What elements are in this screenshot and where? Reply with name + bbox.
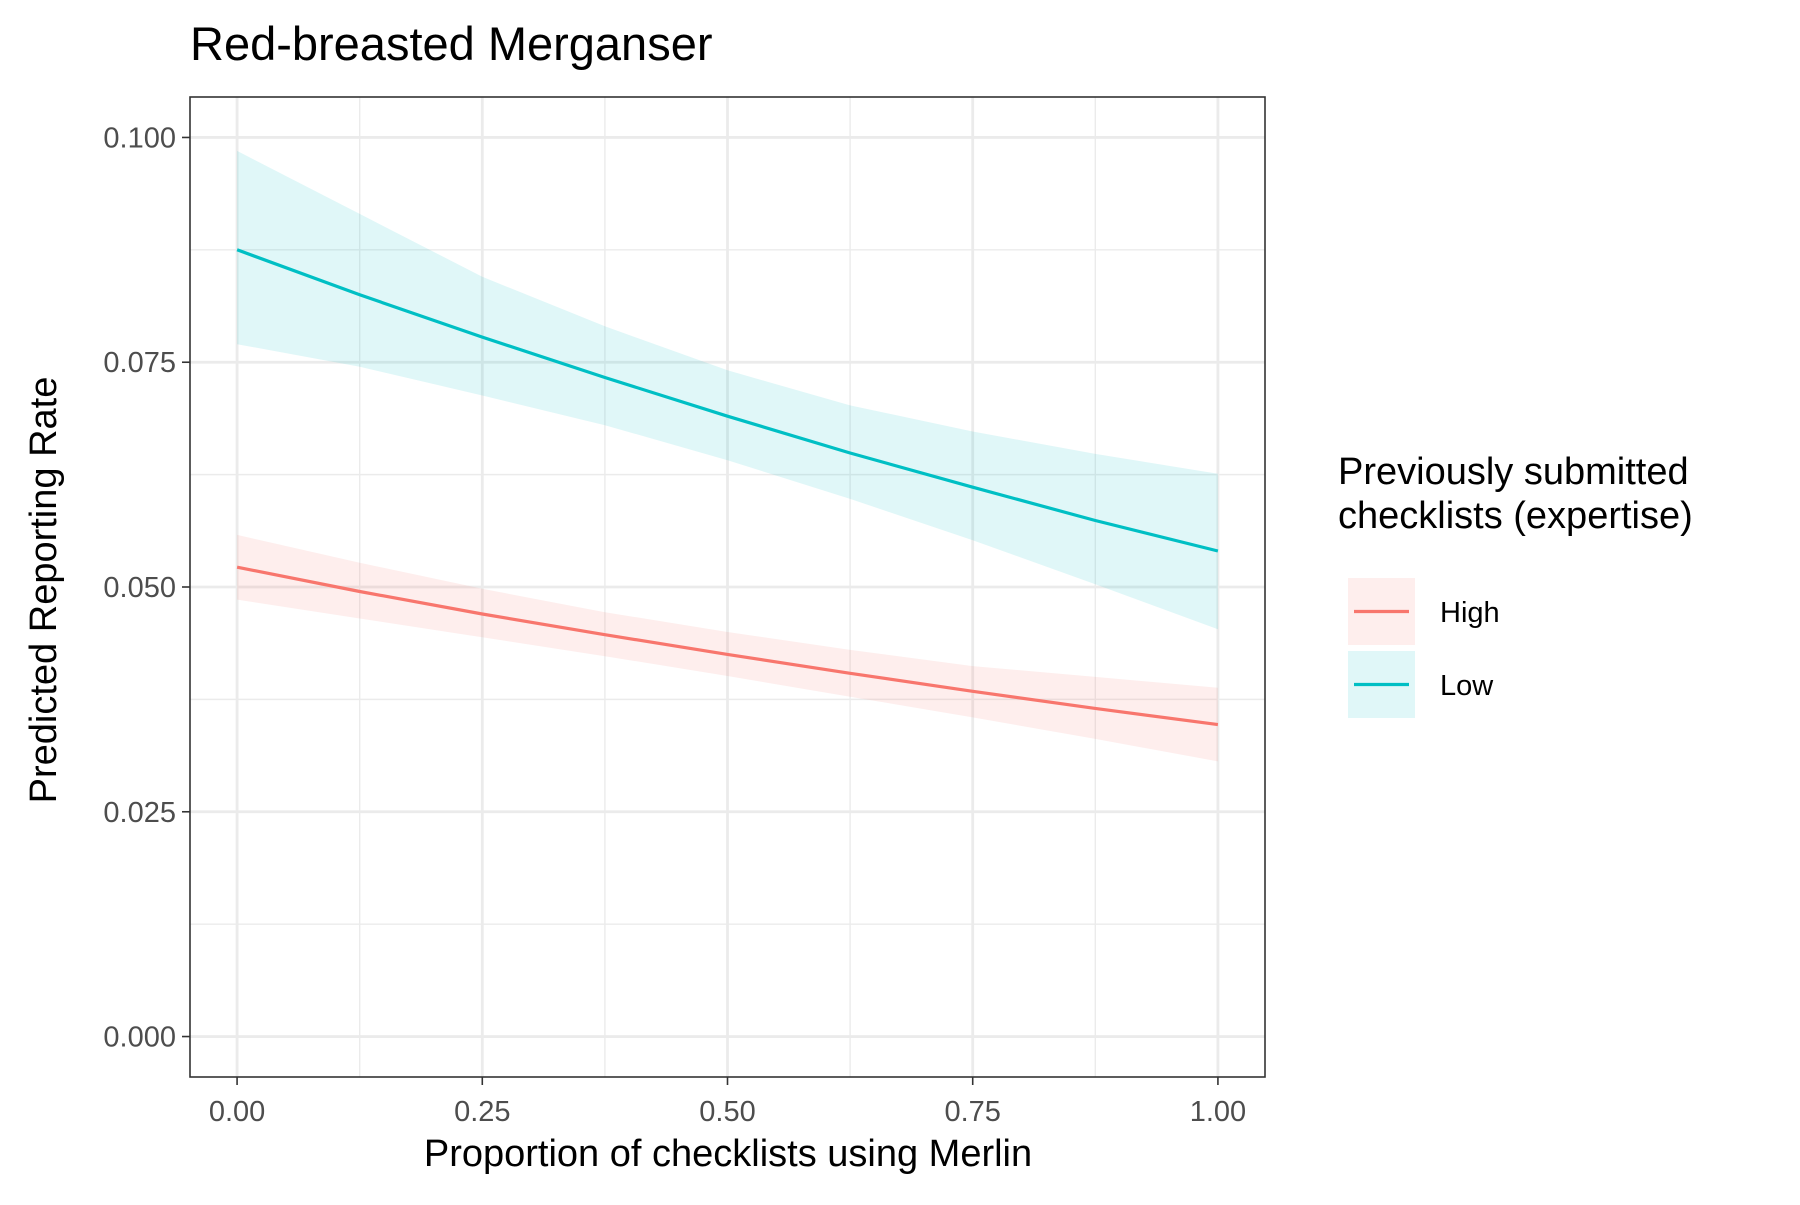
x-tick-label: 0.00 (209, 1096, 265, 1128)
y-tick-label: 0.075 (103, 347, 176, 379)
y-tick-label: 0.050 (103, 572, 176, 604)
x-tick-label: 0.25 (454, 1096, 510, 1128)
legend-title-line-1: Previously submitted (1338, 451, 1689, 493)
y-tick-label: 0.100 (103, 122, 176, 154)
series-low-line (236, 248, 1219, 553)
x-tick-label: 0.50 (699, 1096, 755, 1128)
x-tick-label: 0.75 (944, 1096, 1000, 1128)
series-lines (236, 248, 1219, 727)
series-high-line (236, 565, 1219, 727)
chart-title: Red-breasted Merganser (190, 17, 713, 70)
x-axis-title: Proportion of checklists using Merlin (424, 1133, 1032, 1175)
series-high-ribbon (237, 534, 1218, 762)
grid (190, 97, 1265, 1077)
x-tick-label: 1.00 (1190, 1096, 1246, 1128)
axes: 0.00 0.25 0.50 0.75 1.00 0.000 0.025 0.050 0.075… (103, 122, 1246, 1128)
legend-label-high: High (1440, 597, 1500, 629)
y-tick-label: 0.000 (103, 1022, 176, 1054)
legend-title-line-2: checklists (expertise) (1338, 495, 1693, 537)
series-low-ribbon (237, 150, 1218, 630)
y-axis-title: Predicted Reporting Rate (23, 377, 65, 804)
y-tick-label: 0.025 (103, 797, 176, 829)
legend-label-low: Low (1440, 670, 1494, 702)
legend: Previously submitted checklists (experti… (1338, 451, 1693, 718)
confidence-bands (237, 150, 1218, 762)
